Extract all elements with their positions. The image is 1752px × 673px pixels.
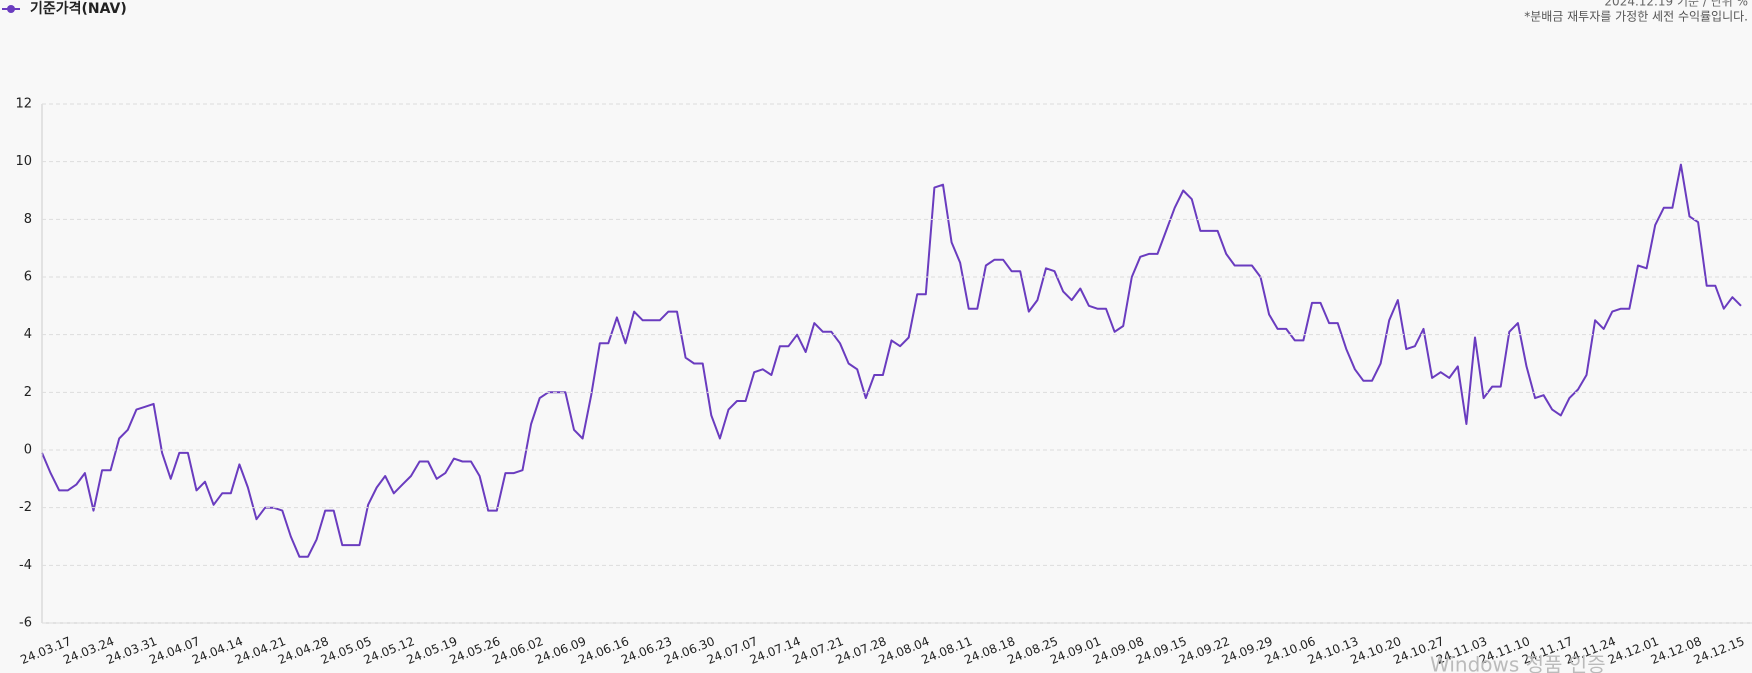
y-tick-label: 4: [24, 327, 32, 342]
note: *분배금 재투자를 가정한 세전 수익률입니다.: [1524, 10, 1748, 24]
y-tick-label: 10: [15, 154, 32, 169]
series-line: [41, 163, 1742, 558]
note: 2024.12.19 기준 / 단위 %: [1604, 0, 1748, 9]
y-tick-label: -4: [19, 558, 32, 573]
legend-label: 기준가격(NAV): [30, 0, 127, 17]
watermark: Windows 정품 인증: [1430, 653, 1606, 673]
y-tick-label: 12: [15, 97, 32, 112]
y-tick-label: -2: [19, 500, 32, 515]
y-tick-label: 2: [24, 385, 32, 400]
y-tick-label: 8: [24, 212, 32, 227]
y-tick-label: 0: [24, 443, 32, 458]
y-tick-label: 6: [24, 270, 32, 285]
y-tick-label: -6: [19, 616, 32, 631]
